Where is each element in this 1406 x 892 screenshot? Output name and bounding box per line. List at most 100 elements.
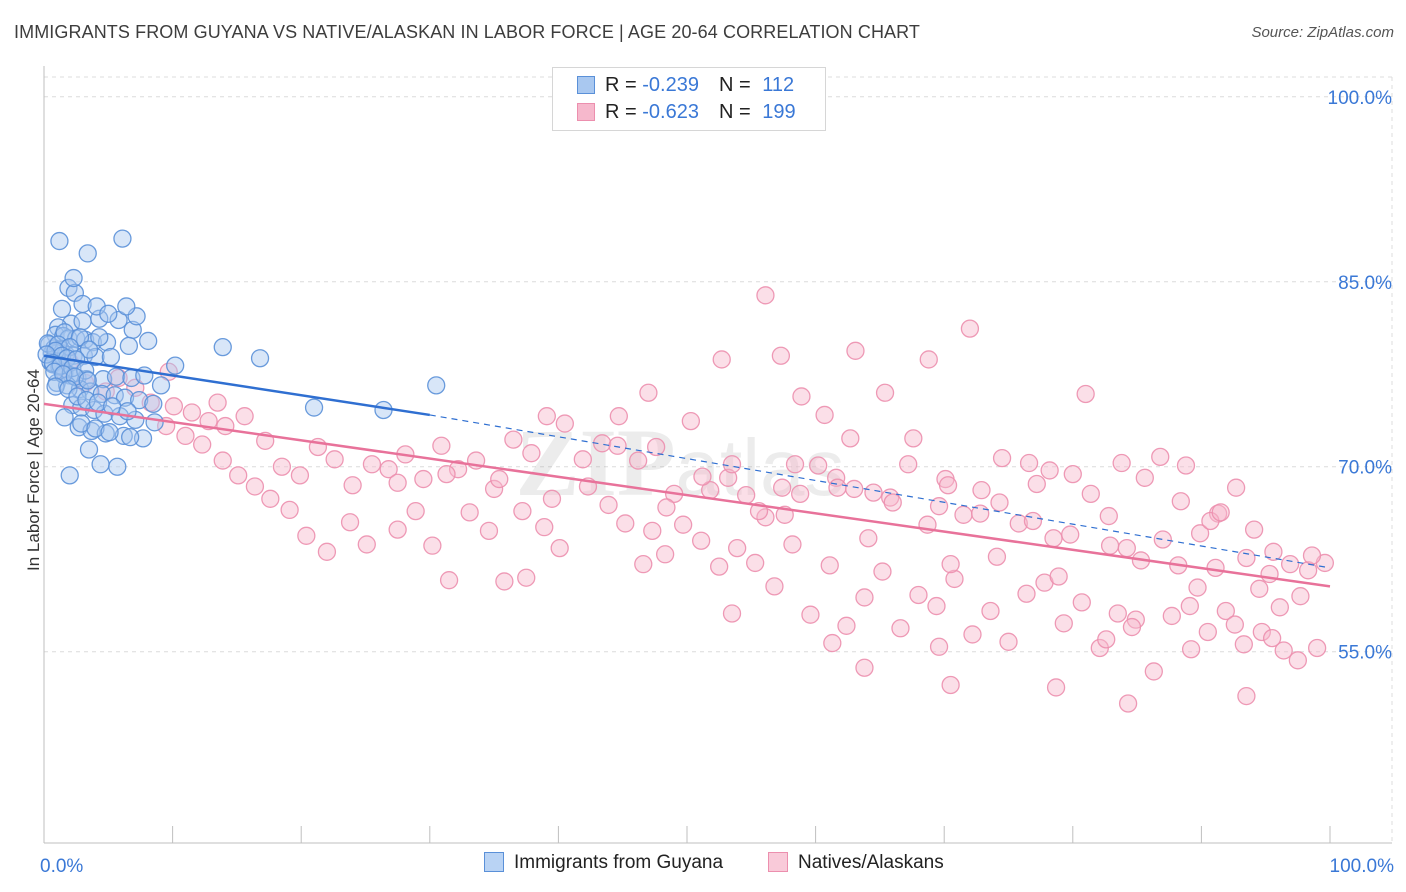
point-natives: [213, 451, 232, 470]
point-guyana: [86, 419, 105, 438]
point-natives: [1153, 530, 1172, 549]
point-natives: [846, 341, 865, 360]
point-natives: [628, 451, 648, 470]
point-natives: [490, 469, 509, 489]
point-natives: [1046, 678, 1066, 697]
stats-row-natives: R = -0.623 N = 199: [577, 101, 796, 127]
point-natives: [855, 588, 874, 607]
y-tick-label: 70.0%: [1338, 458, 1392, 479]
point-natives: [646, 437, 666, 457]
point-guyana: [213, 337, 232, 357]
point-natives: [1176, 456, 1196, 475]
point-natives: [216, 416, 235, 436]
point-guyana: [121, 427, 140, 447]
point-natives: [820, 556, 839, 575]
point-natives: [1307, 638, 1327, 658]
point-natives: [919, 350, 938, 369]
point-natives: [972, 481, 991, 500]
point-natives: [823, 633, 842, 653]
point-natives: [841, 429, 860, 448]
point-natives: [773, 478, 792, 497]
point-natives: [343, 476, 362, 495]
point-guyana: [86, 347, 105, 367]
legend-item-guyana[interactable]: Immigrants from Guyana: [484, 852, 723, 874]
y-tick-label: 85.0%: [1338, 273, 1392, 294]
point-natives: [513, 501, 532, 521]
trend-lines: [43, 354, 1331, 588]
point-natives: [792, 387, 811, 406]
point-natives: [1180, 596, 1199, 616]
point-natives: [229, 466, 248, 485]
point-natives: [1181, 640, 1201, 659]
point-guyana: [79, 440, 99, 459]
point-guyana: [50, 231, 69, 251]
n-value-guyana: 112: [762, 74, 795, 96]
point-natives: [1262, 628, 1282, 648]
point-natives: [963, 625, 982, 644]
point-natives: [722, 604, 742, 623]
point-natives: [1100, 536, 1120, 555]
point-natives: [1226, 478, 1246, 497]
point-natives: [1044, 529, 1063, 548]
point-natives: [357, 535, 376, 554]
watermark-text: ZIPatlas: [515, 409, 844, 516]
point-natives: [643, 521, 662, 541]
point-natives: [1270, 598, 1289, 617]
point-natives: [1188, 578, 1207, 597]
point-guyana: [68, 387, 87, 406]
point-natives: [1151, 447, 1170, 467]
point-guyana: [99, 304, 118, 323]
point-natives: [960, 319, 980, 338]
point-guyana: [139, 331, 158, 351]
point-natives: [938, 476, 958, 495]
point-guyana: [55, 408, 74, 427]
point-natives: [639, 383, 658, 402]
point-natives: [1023, 511, 1043, 531]
point-natives: [954, 505, 973, 524]
point-guyana: [113, 229, 132, 248]
point-natives: [1291, 587, 1310, 606]
point-natives: [261, 489, 280, 508]
stats-row-guyana: R = -0.239 N = 112: [577, 74, 794, 100]
point-natives: [987, 547, 1007, 566]
point-natives: [535, 518, 554, 537]
point-natives: [1198, 622, 1217, 642]
point-natives: [771, 346, 791, 365]
point-natives: [290, 466, 310, 485]
point-natives: [791, 484, 810, 504]
point-natives: [379, 460, 398, 479]
point-natives: [479, 521, 499, 541]
point-natives: [945, 569, 964, 589]
legend-item-natives[interactable]: Natives/Alaskans: [768, 852, 944, 874]
point-natives: [1302, 546, 1322, 565]
point-natives: [1190, 524, 1210, 543]
point-natives: [828, 478, 847, 497]
point-natives: [1112, 453, 1131, 473]
point-natives: [182, 403, 202, 422]
point-natives: [414, 469, 433, 489]
point-natives: [815, 405, 834, 425]
point-natives: [809, 456, 828, 475]
point-natives: [673, 515, 693, 534]
point-natives: [728, 538, 747, 558]
point-guyana: [151, 376, 171, 395]
point-natives: [875, 383, 895, 402]
point-natives: [859, 529, 878, 548]
stats-legend: R = -0.239 N = 112 R = -0.623 N = 199: [552, 67, 826, 131]
point-guyana: [166, 356, 185, 375]
point-guyana: [130, 390, 149, 410]
point-natives: [1260, 564, 1279, 584]
point-natives: [909, 585, 928, 605]
point-natives: [1097, 630, 1116, 649]
point-natives: [423, 536, 442, 555]
point-natives: [1234, 635, 1253, 654]
legend-swatch-pink: [577, 103, 595, 121]
point-natives: [712, 350, 731, 369]
point-natives: [691, 531, 711, 550]
point-natives: [362, 455, 382, 474]
point-natives: [1122, 617, 1142, 637]
point-guyana: [52, 299, 72, 319]
point-natives: [1225, 615, 1244, 634]
point-guyana: [64, 268, 83, 288]
point-natives: [550, 538, 569, 558]
